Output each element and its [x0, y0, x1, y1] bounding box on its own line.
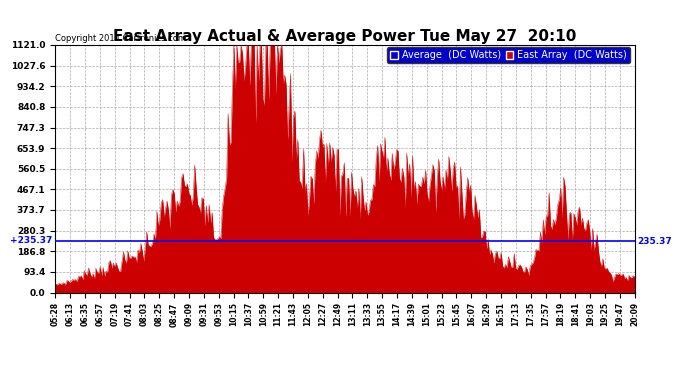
- Text: Copyright 2014 Cartronics.com: Copyright 2014 Cartronics.com: [55, 33, 186, 42]
- Text: +235.37: +235.37: [10, 236, 52, 245]
- Legend: Average  (DC Watts), East Array  (DC Watts): Average (DC Watts), East Array (DC Watts…: [387, 47, 630, 63]
- Title: East Array Actual & Average Power Tue May 27  20:10: East Array Actual & Average Power Tue Ma…: [113, 29, 577, 44]
